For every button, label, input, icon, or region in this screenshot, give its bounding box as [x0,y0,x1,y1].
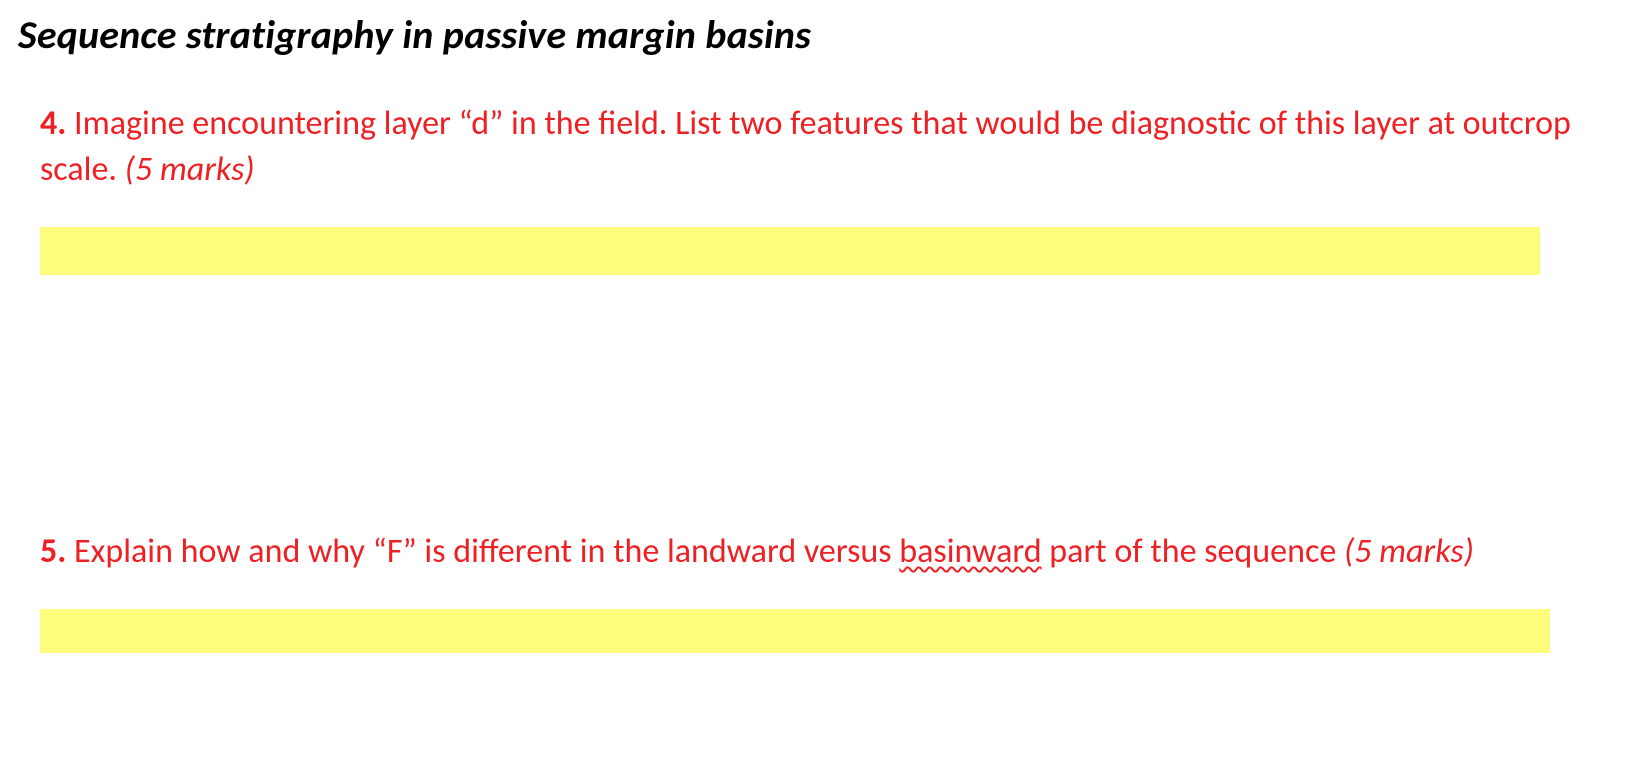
question-5: 5. Explain how and why “F” is different … [0,529,1638,653]
question-5-marks: (5 marks) [1344,531,1474,572]
question-5-body-b: part of the sequence [1042,531,1344,572]
page-title: Sequence stratigraphy in passive margin … [0,10,1638,59]
question-5-spellcheck-word: basinward [899,531,1041,572]
question-5-text-block: 5. Explain how and why “F” is different … [0,529,1638,575]
question-5-text: 5. Explain how and why “F” is different … [40,529,1580,575]
worksheet-page: Sequence stratigraphy in passive margin … [0,0,1638,766]
question-5-number: 5. [40,531,66,572]
question-5-answer-box[interactable] [40,609,1550,653]
question-4-number: 4. [40,103,66,144]
question-4-marks: (5 marks) [125,149,255,190]
question-5-body-a: Explain how and why “F” is different in … [66,531,899,572]
question-4-text-block: 4. Imagine encountering layer “d” in the… [0,101,1638,193]
question-4-body: Imagine encountering layer “d” in the fi… [40,103,1571,190]
question-4: 4. Imagine encountering layer “d” in the… [0,101,1638,275]
question-4-answer-box[interactable] [40,227,1540,275]
question-4-text: 4. Imagine encountering layer “d” in the… [40,101,1580,193]
